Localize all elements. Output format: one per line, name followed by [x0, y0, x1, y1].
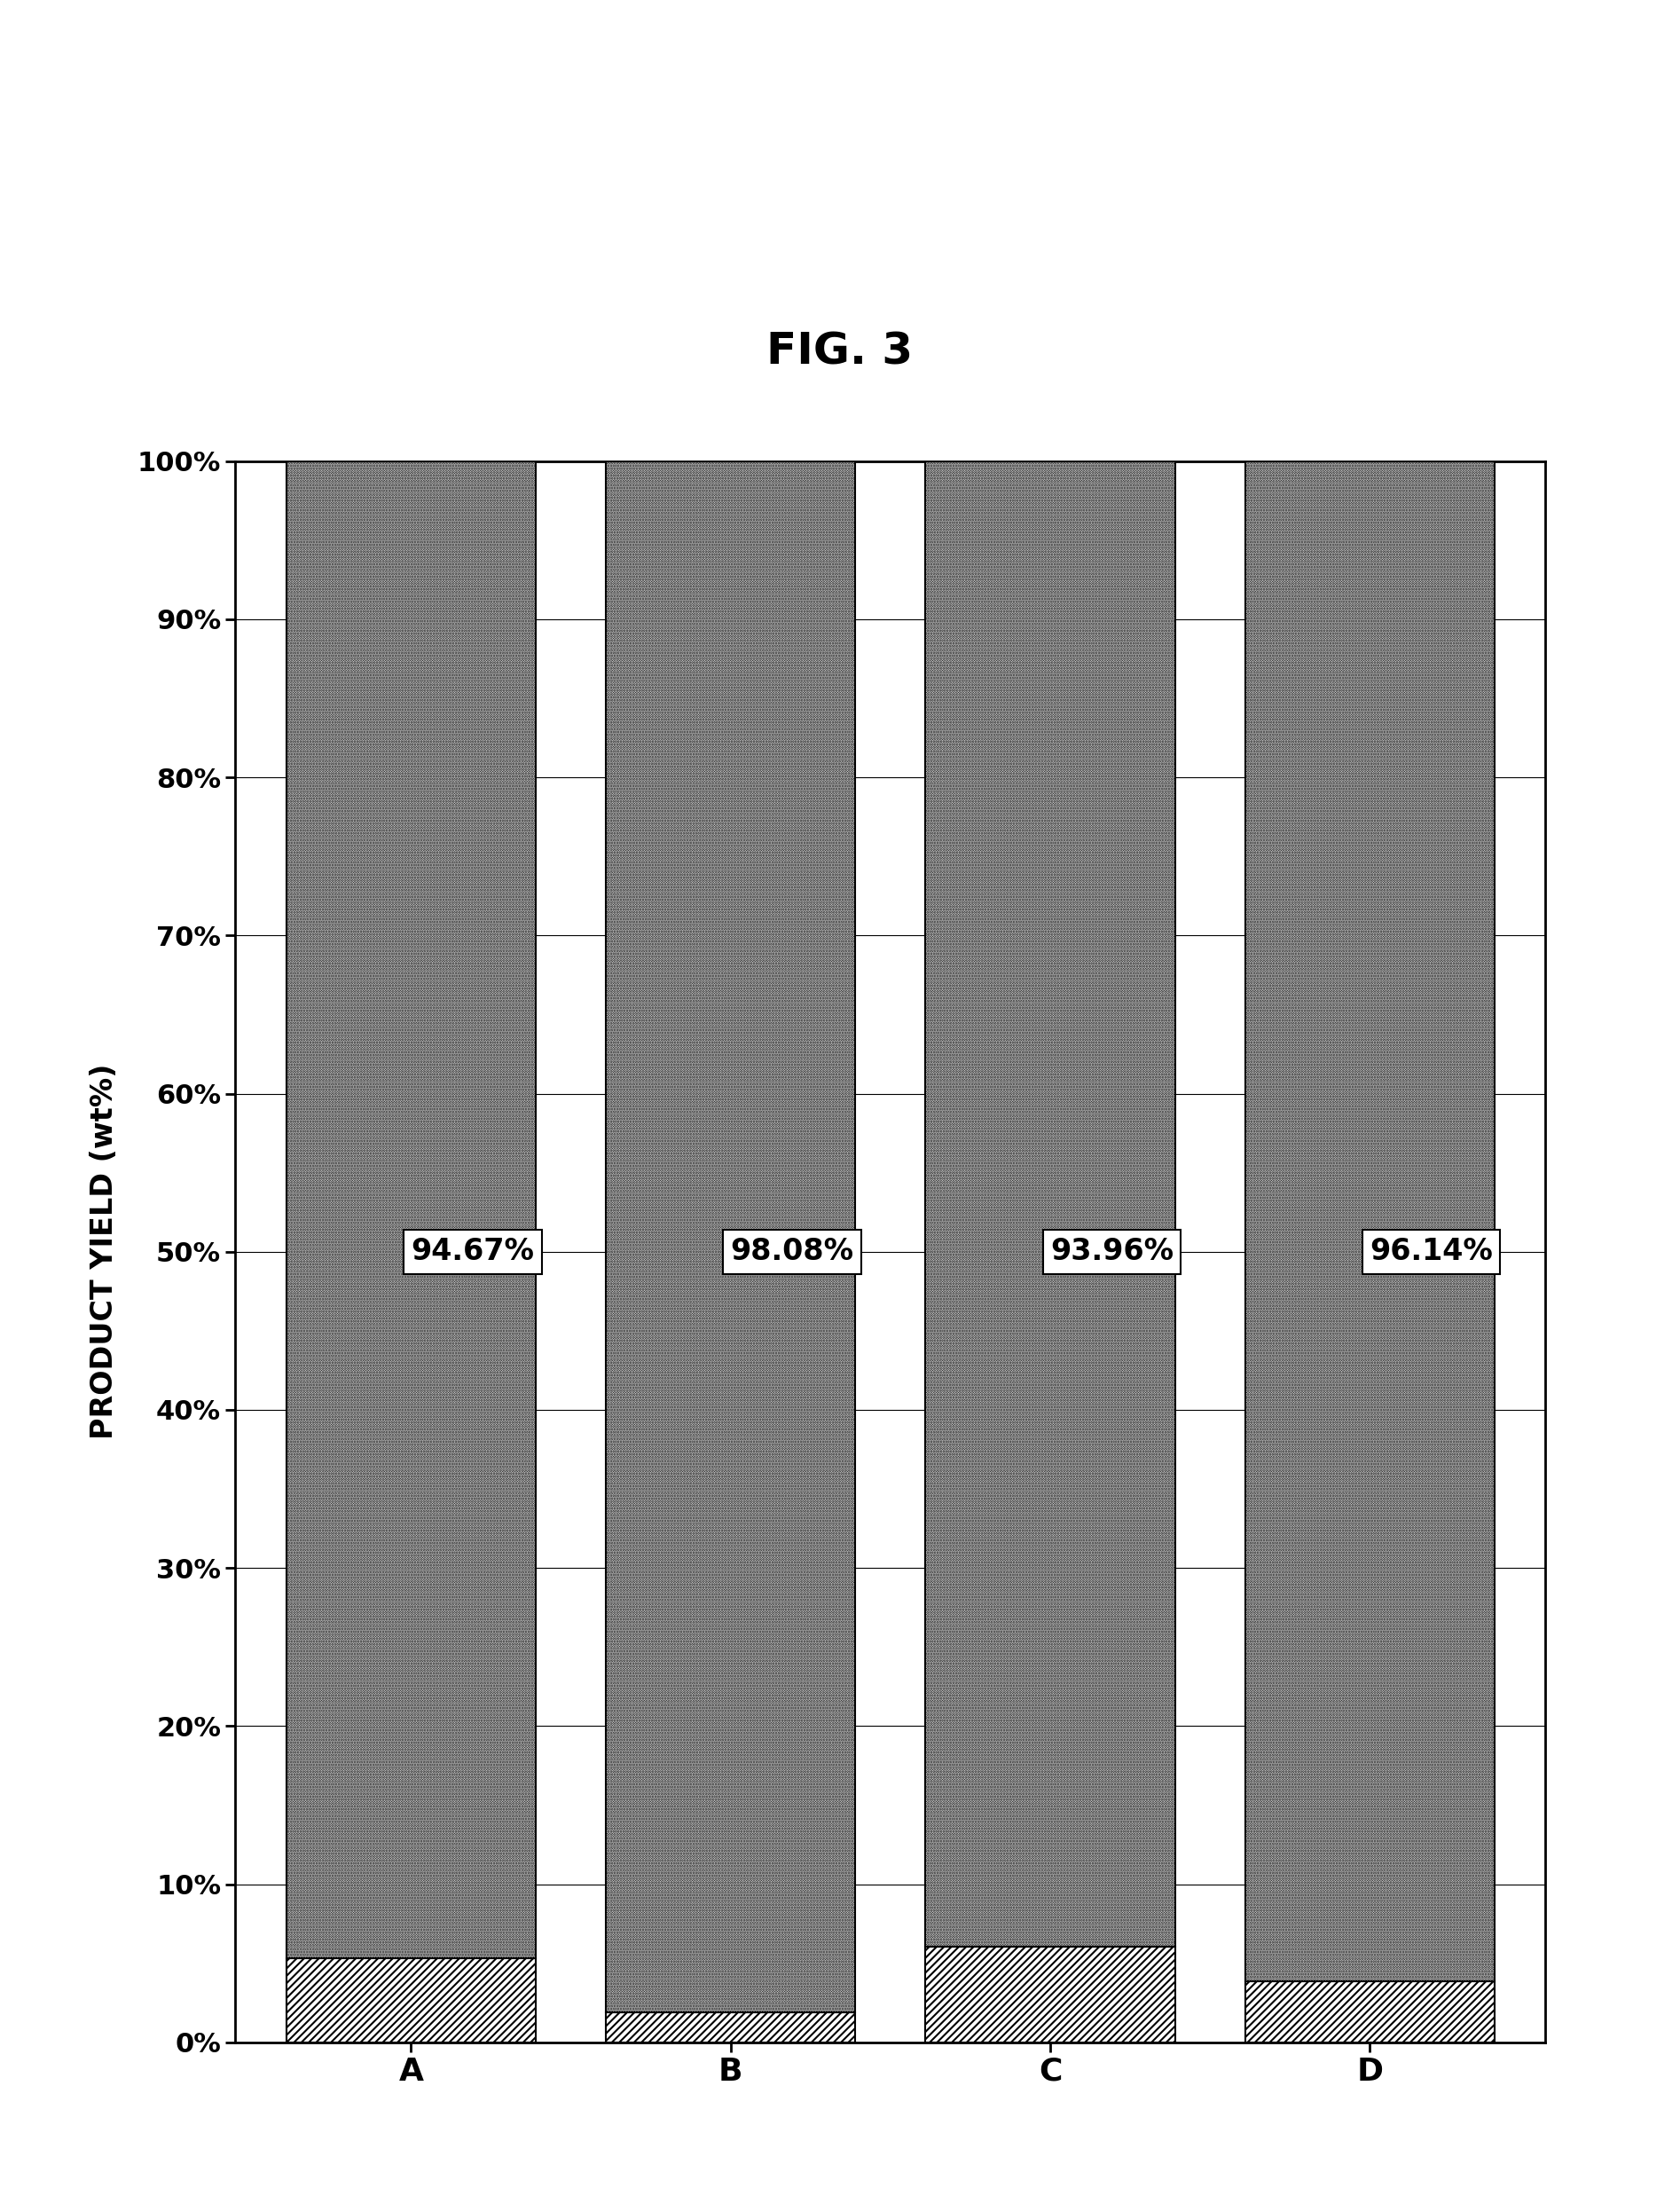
Bar — [606, 2012, 855, 2042]
Text: 98.08%: 98.08% — [731, 1236, 853, 1267]
Bar — [286, 1959, 536, 2042]
Text: 93.96%: 93.96% — [1050, 1236, 1174, 1267]
Bar — [926, 461, 1174, 1948]
Bar — [1245, 1981, 1495, 2042]
Bar — [606, 461, 855, 2012]
Bar — [1245, 461, 1495, 1981]
Y-axis label: PRODUCT YIELD (wt%): PRODUCT YIELD (wt%) — [89, 1063, 119, 1441]
Text: 94.67%: 94.67% — [412, 1236, 534, 1267]
Bar — [286, 461, 536, 1959]
Text: FIG. 3: FIG. 3 — [766, 332, 914, 373]
Text: 96.14%: 96.14% — [1369, 1236, 1494, 1267]
Bar — [926, 1948, 1174, 2042]
